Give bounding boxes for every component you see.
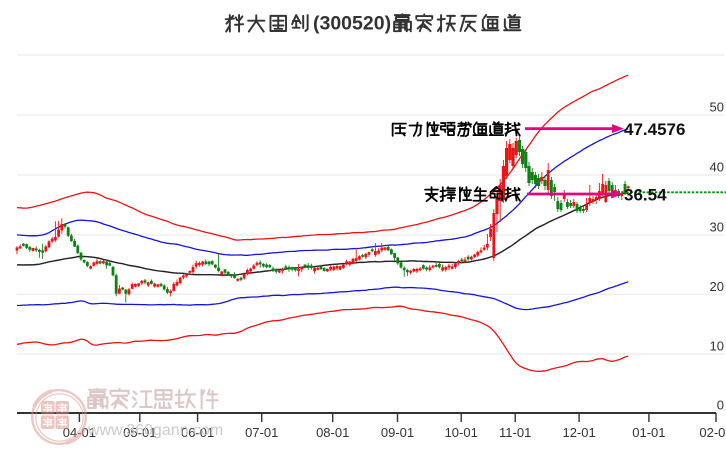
svg-text:10-01: 10-01	[445, 425, 478, 440]
svg-text:01-01: 01-01	[632, 425, 665, 440]
svg-text:06-01: 06-01	[181, 425, 214, 440]
svg-text:02-01: 02-01	[699, 425, 726, 440]
svg-text:05-01: 05-01	[123, 425, 156, 440]
svg-text:20: 20	[710, 279, 724, 294]
svg-text:47.4576: 47.4576	[624, 120, 685, 139]
svg-text:08-01: 08-01	[316, 425, 349, 440]
svg-text:10: 10	[710, 339, 724, 354]
svg-text:50: 50	[710, 100, 724, 115]
svg-text:www.360gann.com: www.360gann.com	[87, 422, 223, 439]
svg-text:0: 0	[717, 398, 724, 413]
svg-text:36.54: 36.54	[624, 186, 667, 205]
svg-text:04-01: 04-01	[63, 425, 96, 440]
svg-text:07-01: 07-01	[245, 425, 278, 440]
svg-text:(300520): (300520)	[313, 13, 391, 35]
svg-text:12-01: 12-01	[562, 425, 595, 440]
svg-text:30: 30	[710, 220, 724, 235]
svg-text:40: 40	[710, 160, 724, 175]
svg-text:09-01: 09-01	[381, 425, 414, 440]
svg-text:11-01: 11-01	[499, 425, 531, 440]
